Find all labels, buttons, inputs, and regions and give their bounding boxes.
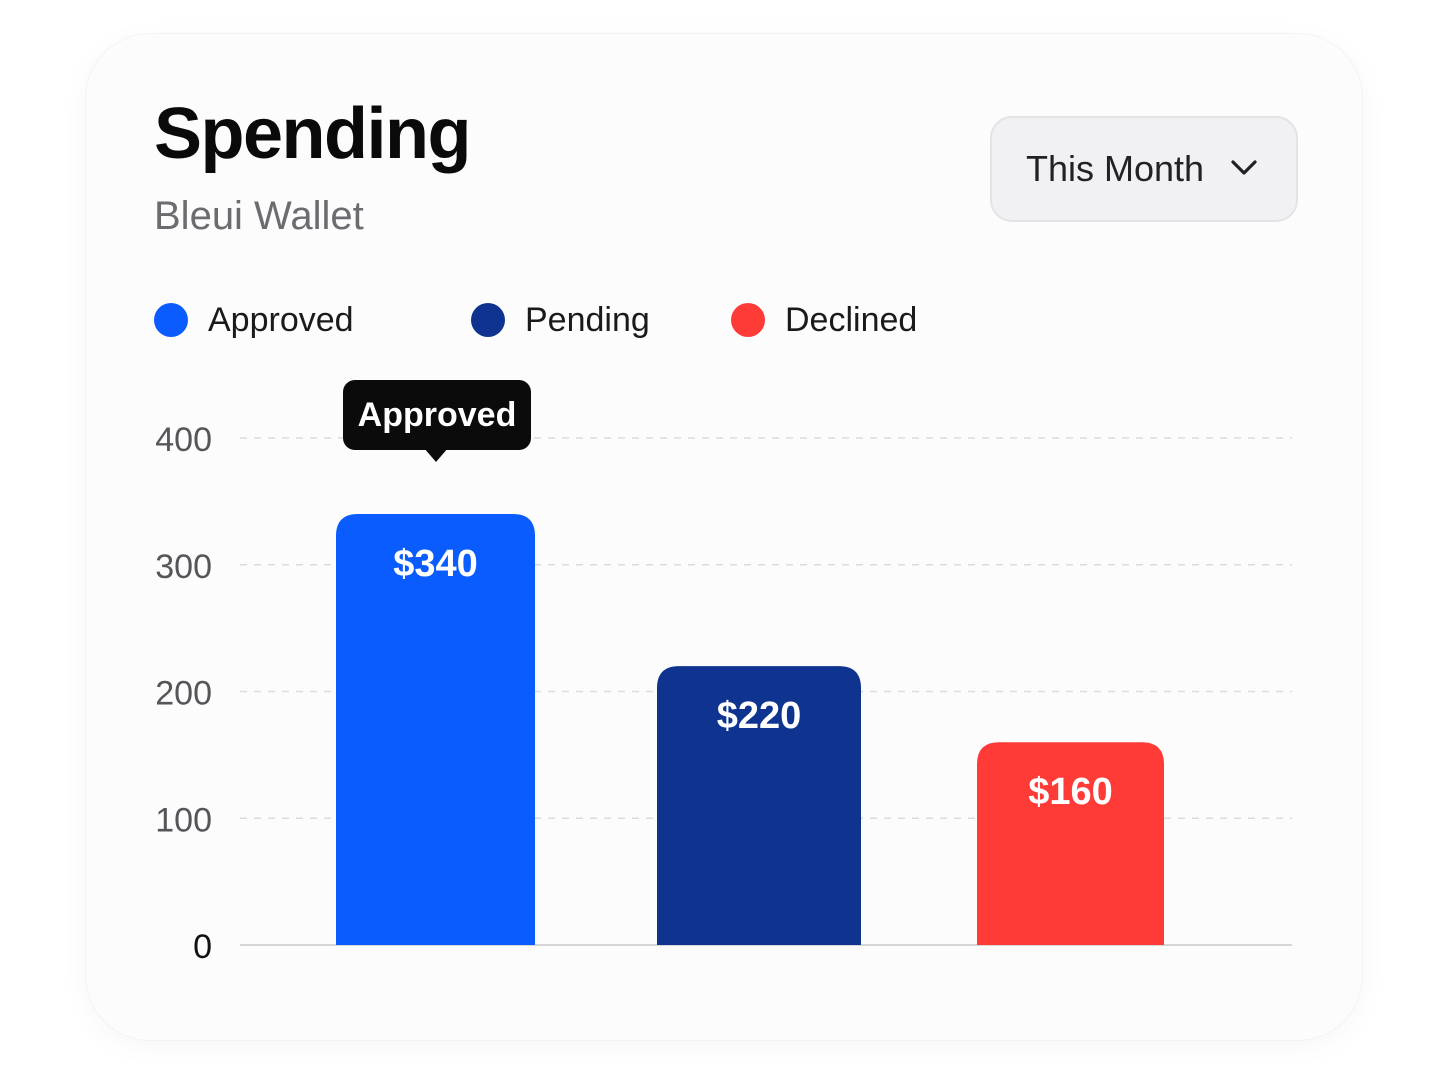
- tooltip-arrow: [424, 448, 448, 462]
- bar-pending: [657, 666, 861, 945]
- bar-value-label: $340: [393, 543, 478, 585]
- y-tick-label: 100: [155, 801, 212, 839]
- bar-value-label: $220: [717, 695, 802, 737]
- bar-approved: [336, 514, 535, 945]
- legend-swatch-declined: [731, 303, 765, 337]
- y-tick-label: 0: [193, 928, 212, 966]
- legend-swatch-approved: [154, 303, 188, 337]
- period-dropdown[interactable]: This Month: [990, 116, 1298, 222]
- legend-item-pending[interactable]: Pending: [471, 298, 650, 342]
- legend-item-declined[interactable]: Declined: [731, 298, 917, 342]
- legend-item-approved[interactable]: Approved: [154, 298, 354, 342]
- legend-label-declined: Declined: [785, 301, 918, 339]
- legend-label-approved: Approved: [208, 301, 354, 339]
- legend-swatch-pending: [471, 303, 505, 337]
- bar-value-label: $160: [1028, 771, 1113, 813]
- bar-declined: [977, 742, 1164, 945]
- page-title: Spending: [154, 94, 471, 174]
- bar-tooltip: Approved: [343, 380, 531, 450]
- chevron-down-icon: [1231, 160, 1257, 175]
- y-tick-label: 300: [155, 548, 212, 586]
- period-dropdown-label: This Month: [1026, 148, 1205, 189]
- legend-label-pending: Pending: [525, 301, 650, 339]
- y-tick-label: 200: [155, 675, 212, 713]
- wallet-subtitle: Bleui Wallet: [154, 194, 364, 238]
- y-tick-label: 400: [155, 421, 212, 459]
